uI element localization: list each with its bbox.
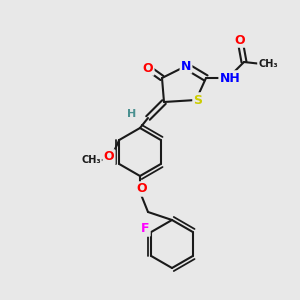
Text: N: N <box>181 59 191 73</box>
Text: O: O <box>104 151 114 164</box>
Text: CH₃: CH₃ <box>258 59 278 69</box>
Text: O: O <box>143 61 153 74</box>
Text: H: H <box>128 109 136 119</box>
Text: S: S <box>194 94 202 106</box>
Text: F: F <box>141 223 149 236</box>
Text: O: O <box>235 34 245 46</box>
Text: CH₃: CH₃ <box>81 155 101 165</box>
Text: O: O <box>137 182 147 196</box>
Text: NH: NH <box>220 71 240 85</box>
